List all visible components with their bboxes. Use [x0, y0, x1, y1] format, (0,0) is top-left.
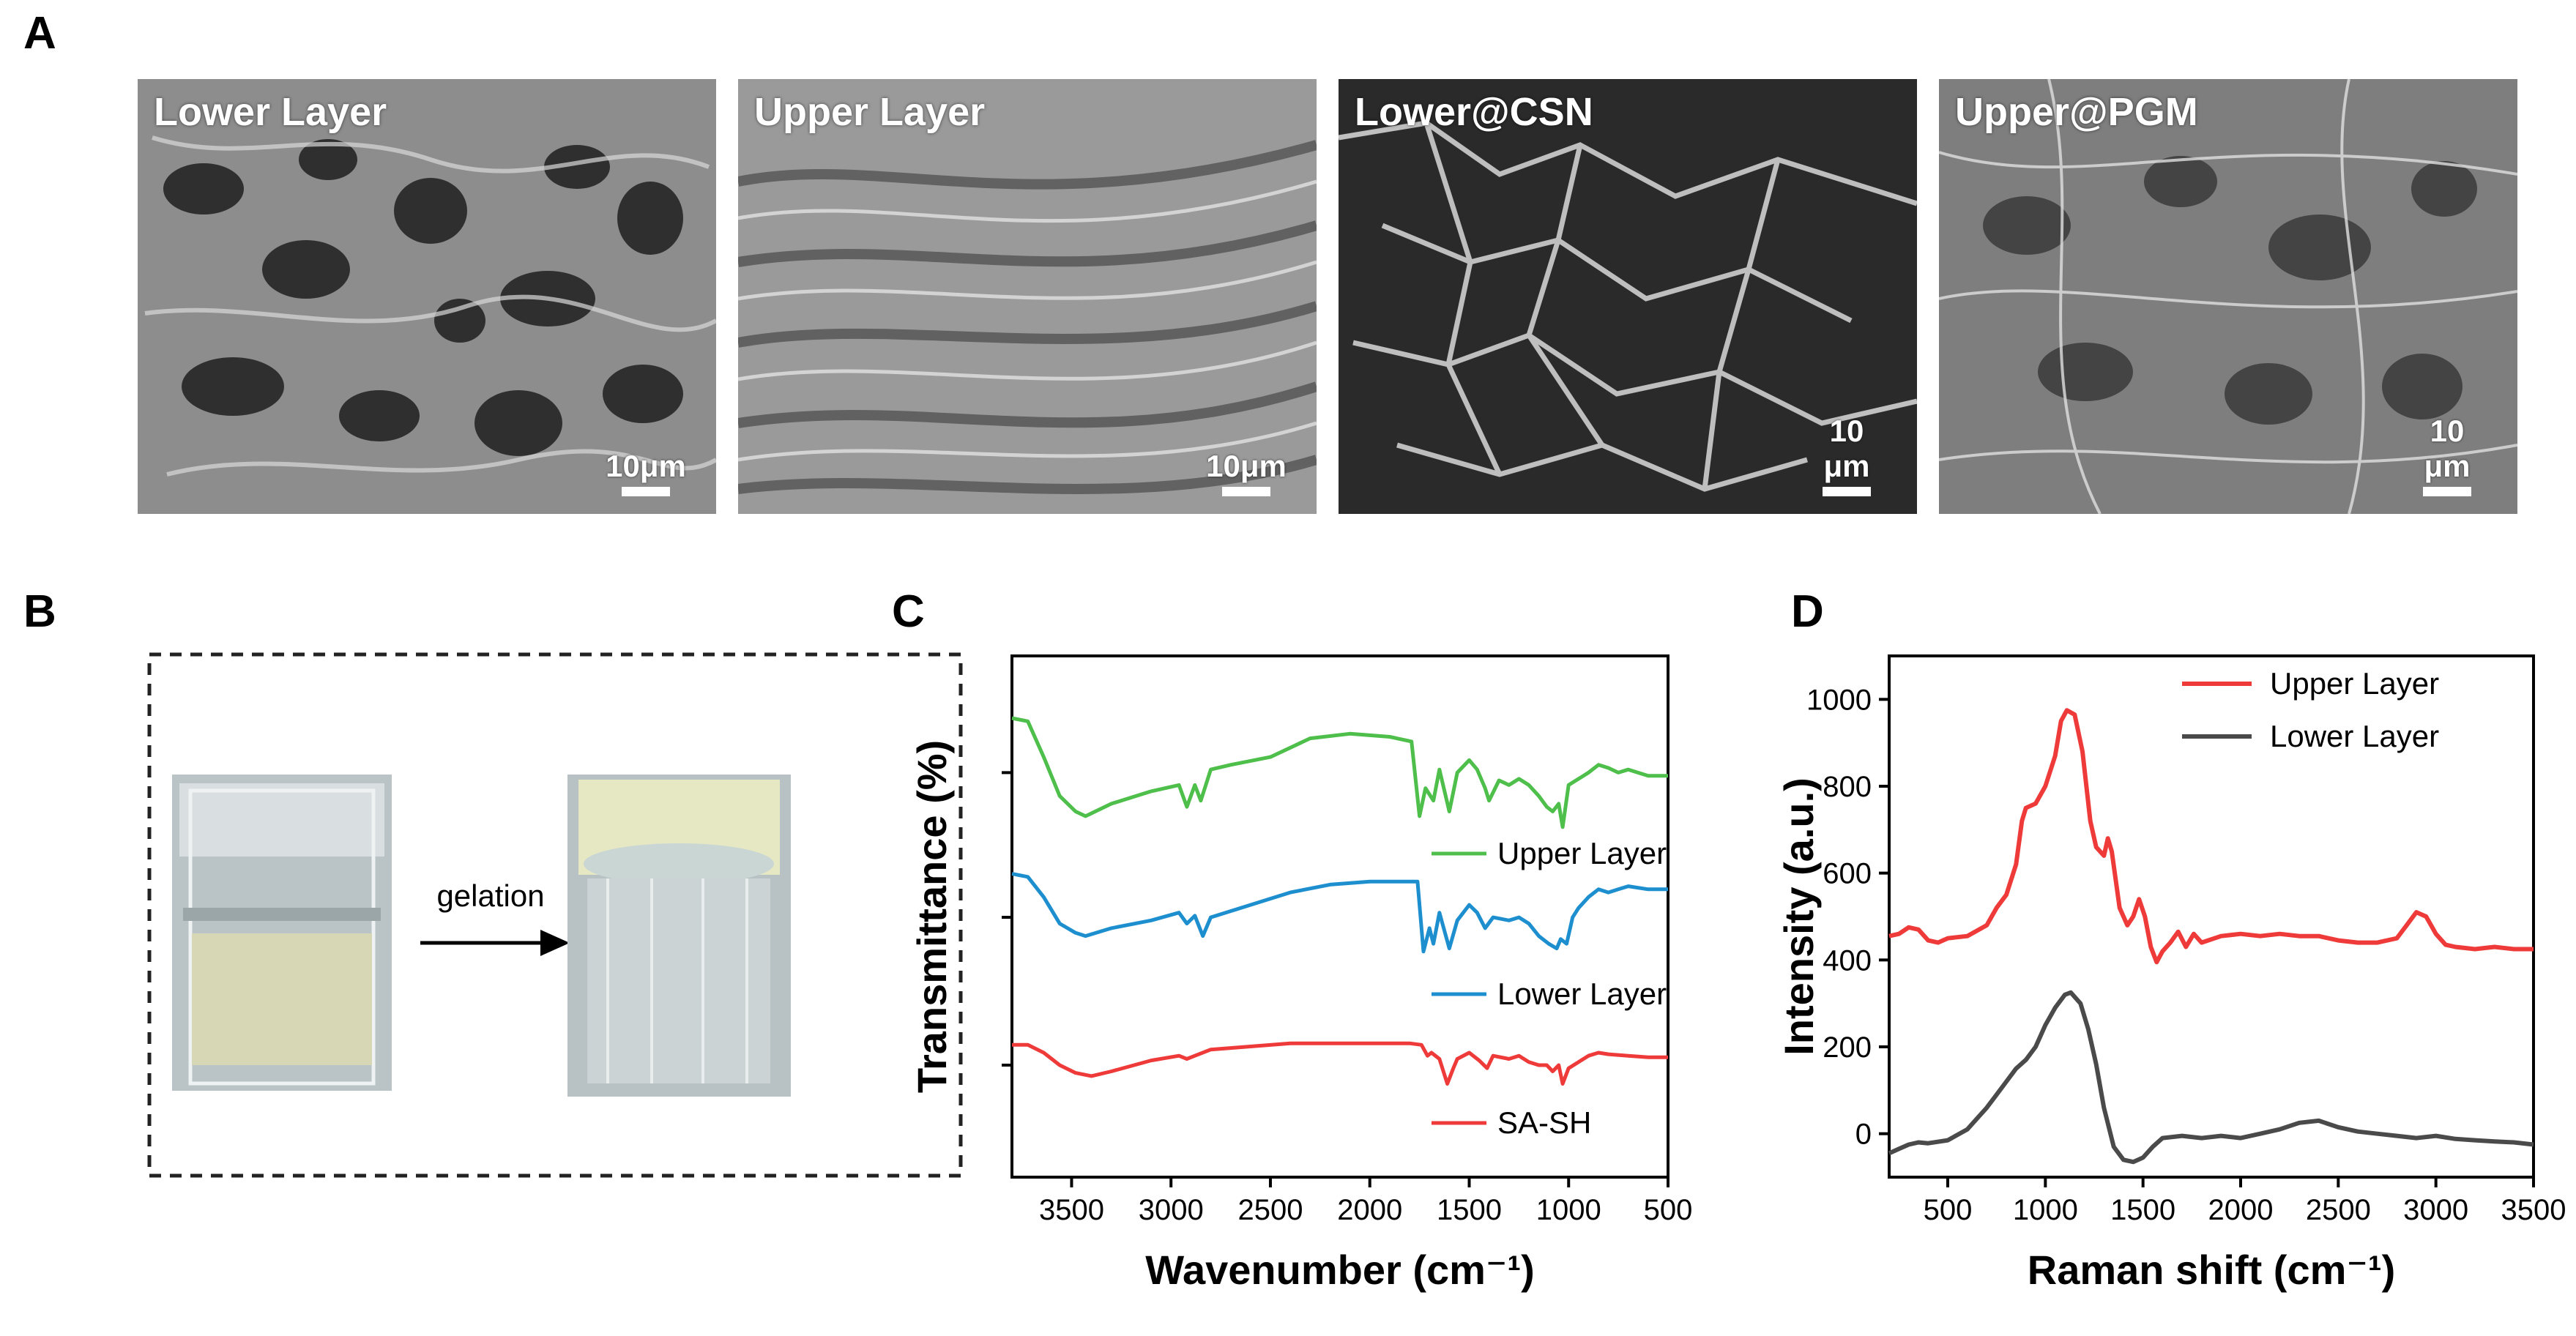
- scale-line: [1823, 487, 1871, 496]
- x-tick-label: 3500: [2501, 1194, 2566, 1226]
- scale-bar: 10μm: [1202, 449, 1290, 496]
- y-tick-label: 200: [1823, 1031, 1872, 1064]
- scale-bar: 10 μm: [1803, 414, 1891, 496]
- y-tick-label: 1000: [1806, 684, 1872, 716]
- scale-label: 10μm: [606, 449, 686, 483]
- y-axis-label: Transmittance (%): [909, 740, 955, 1093]
- series-line-sa-sh: [1012, 1041, 1668, 1086]
- series-line-upper-layer: [1011, 716, 1668, 829]
- scale-line: [1222, 487, 1270, 496]
- scale-label: 10 μm: [2424, 414, 2471, 483]
- raman-chart-svg: 500 1000 1500 2000 2500 3000 3500 0 200 400 600 800…: [1776, 654, 2566, 1293]
- sem-title: Lower Layer: [154, 90, 387, 134]
- sem-texture: [1339, 79, 1917, 514]
- x-tick-label: 1500: [1437, 1194, 1502, 1226]
- panel-b-photo-box: gelation: [147, 652, 963, 1178]
- sem-texture: [1939, 79, 2517, 514]
- legend-label: Lower Layer: [1497, 977, 1667, 1011]
- dashed-frame: [147, 652, 963, 1178]
- x-tick-label: 2000: [1337, 1194, 1402, 1226]
- chart-c-ftir: 3500 3000 2500 2000 1500 1000 500 Wavenumber (c…: [879, 615, 1757, 1336]
- sem-image-upper-pgm: Upper@PGM 10 μm: [1939, 79, 2517, 514]
- x-axis-label: Raman shift (cm⁻¹): [2028, 1247, 2396, 1293]
- y-tick-label: 0: [1855, 1119, 1872, 1151]
- x-tick-label: 500: [1644, 1194, 1693, 1226]
- legend-label: SA-SH: [1497, 1105, 1591, 1140]
- sem-title: Lower@CSN: [1355, 90, 1593, 134]
- legend-label: Upper Layer: [2270, 666, 2439, 701]
- x-tick-label: 3000: [2403, 1194, 2468, 1226]
- x-tick-label: 3500: [1039, 1194, 1104, 1226]
- sem-texture: [138, 79, 716, 514]
- series-line-upper-layer: [1888, 708, 2534, 965]
- x-tick-label: 1000: [2013, 1194, 2078, 1226]
- x-tick-label: 1500: [2110, 1194, 2175, 1226]
- x-tick-label: 2000: [2208, 1194, 2274, 1226]
- chart-d-raman: 500 1000 1500 2000 2500 3000 3500 0 200 400 600 800…: [1772, 615, 2570, 1336]
- sem-texture: [738, 79, 1317, 514]
- panel-letter-a: A: [23, 8, 56, 59]
- y-tick-label: 800: [1823, 771, 1872, 803]
- x-axis-label: Wavenumber (cm⁻¹): [1145, 1247, 1535, 1293]
- y-tick-label: 600: [1823, 858, 1872, 890]
- sem-image-upper-layer: Upper Layer 10μm: [738, 79, 1317, 514]
- scale-bar: 10 μm: [2403, 414, 2491, 496]
- panel-letter-d: D: [1791, 586, 1824, 637]
- series-line-lower-layer: [1011, 872, 1668, 954]
- scale-bar: 10μm: [602, 449, 690, 496]
- panel-letter-b: B: [23, 586, 56, 637]
- x-tick-label: 2500: [1237, 1194, 1303, 1226]
- series-line-lower-layer: [1888, 990, 2534, 1165]
- plot-frame: [1888, 654, 2535, 1179]
- scale-label: 10μm: [1206, 449, 1287, 483]
- x-tick-label: 1000: [1536, 1194, 1601, 1226]
- x-tick-label: 3000: [1139, 1194, 1204, 1226]
- x-tick-label: 500: [1924, 1194, 1973, 1226]
- gelation-label: gelation: [436, 878, 544, 913]
- legend-label: Lower Layer: [2270, 719, 2439, 753]
- sem-image-lower-csn: Lower@CSN 10 μm: [1339, 79, 1917, 514]
- vial-after-photo: [567, 775, 791, 1097]
- y-axis-label: Intensity (a.u.): [1776, 777, 1822, 1056]
- ftir-chart-svg: 3500 3000 2500 2000 1500 1000 500 Wavenumber (c…: [909, 654, 1693, 1293]
- x-tick-label: 2500: [2306, 1194, 2371, 1226]
- scale-line: [2423, 487, 2471, 496]
- sem-image-lower-layer: Lower Layer 10μm: [138, 79, 716, 514]
- arrow-head: [540, 930, 570, 956]
- y-tick-label: 400: [1823, 944, 1872, 977]
- panel-letter-c: C: [892, 586, 925, 637]
- sem-title: Upper@PGM: [1955, 90, 2198, 134]
- sem-title: Upper Layer: [754, 90, 986, 134]
- scale-line: [622, 487, 670, 496]
- vial-before-photo: [172, 775, 392, 1091]
- legend-label: Upper Layer: [1497, 836, 1667, 870]
- scale-label: 10 μm: [1823, 414, 1870, 483]
